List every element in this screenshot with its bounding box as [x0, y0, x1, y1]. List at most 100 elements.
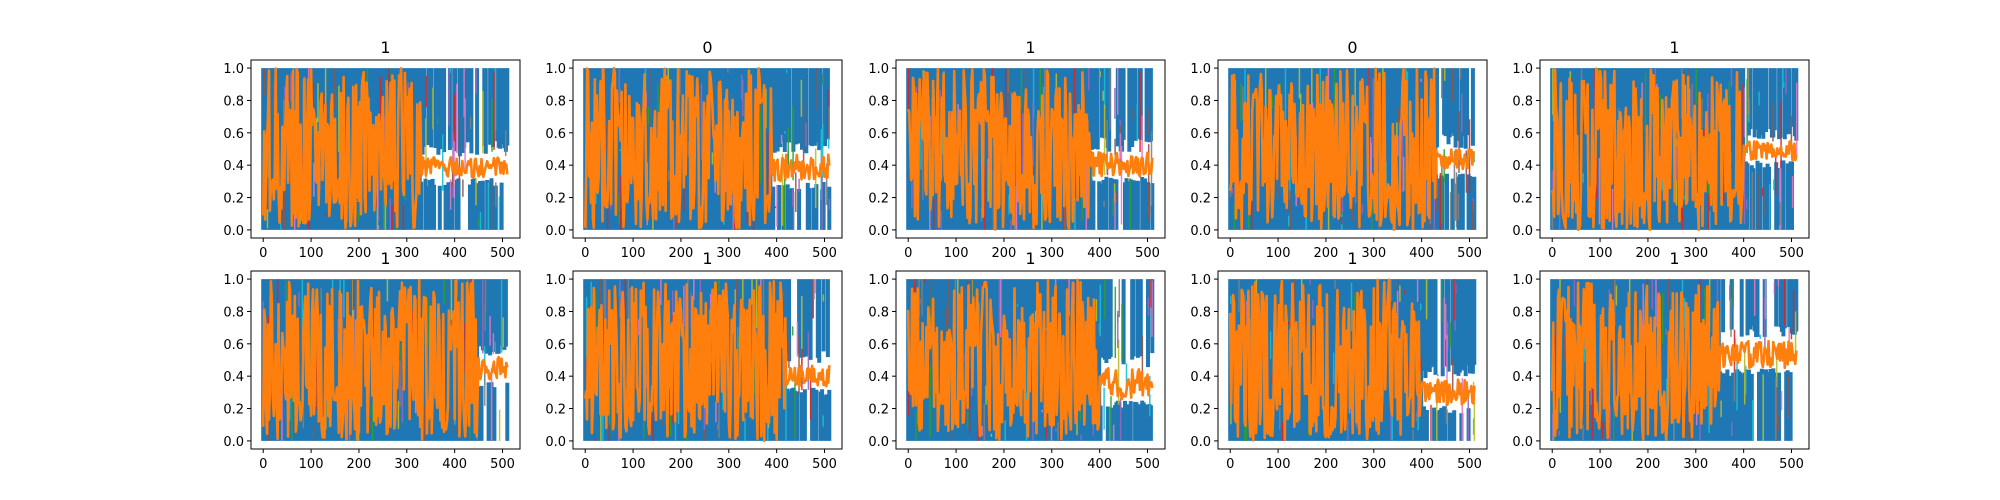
x-tick-label: 200	[992, 246, 1017, 261]
x-tick-label: 0	[904, 246, 912, 261]
x-tick-label: 500	[812, 457, 837, 472]
series-orange-line	[1228, 67, 1476, 231]
y-tick-label: 0.0	[1512, 224, 1533, 239]
y-tick-label: 0.8	[1512, 305, 1533, 320]
x-tick-label: 300	[1683, 457, 1708, 472]
y-tick-label: 0.6	[223, 127, 244, 142]
plot-area	[583, 66, 832, 230]
x-tick-label: 300	[1361, 246, 1386, 261]
x-tick-label: 0	[1548, 457, 1556, 472]
y-tick-label: 0.8	[1190, 305, 1211, 320]
series-orange-line	[1550, 281, 1798, 441]
y-tick-label: 0.8	[868, 94, 889, 109]
x-tick-label: 200	[1314, 457, 1339, 472]
panel-title: 1	[1669, 249, 1679, 268]
x-tick-label: 100	[621, 246, 646, 261]
x-tick-label: 100	[299, 246, 324, 261]
x-tick-label: 400	[1731, 457, 1756, 472]
y-tick-label: 0.0	[868, 435, 889, 450]
y-tick-label: 0.0	[868, 224, 889, 239]
x-tick-label: 200	[347, 246, 372, 261]
x-tick-label: 400	[1087, 457, 1112, 472]
y-tick-label: 1.0	[223, 273, 244, 288]
panel-title: 0	[1347, 38, 1357, 57]
series-orange-line	[906, 278, 1154, 442]
y-tick-label: 0.4	[1190, 370, 1211, 385]
panel-title: 1	[1025, 38, 1035, 57]
y-tick-label: 0.0	[223, 224, 244, 239]
y-tick-label: 0.4	[1512, 159, 1533, 174]
y-tick-label: 1.0	[223, 62, 244, 77]
x-tick-label: 400	[1409, 457, 1434, 472]
x-tick-label: 500	[812, 246, 837, 261]
axes-frame	[250, 59, 521, 239]
chart-panel: 0.0 0.2 0.4 0.6 0.8 1.0 0 100 200 300 400 500 0	[545, 38, 843, 261]
y-tick-label: 0.0	[545, 224, 566, 239]
y-tick-label: 0.6	[223, 338, 244, 353]
x-tick-label: 300	[1683, 246, 1708, 261]
y-tick-label: 1.0	[1512, 62, 1533, 77]
plot-area	[1228, 67, 1477, 231]
panel-title: 1	[380, 249, 390, 268]
x-tick-label: 300	[1039, 246, 1064, 261]
axes-frame	[1539, 270, 1810, 450]
x-tick-label: 400	[442, 246, 467, 261]
axes-frame	[895, 59, 1166, 239]
x-tick-label: 300	[1039, 457, 1064, 472]
panel-title: 1	[1669, 38, 1679, 57]
y-tick-label: 0.2	[1190, 403, 1211, 418]
y-tick-label: 1.0	[1512, 273, 1533, 288]
x-tick-label: 300	[394, 246, 419, 261]
y-tick-label: 0.0	[1512, 435, 1533, 450]
panel-title: 0	[702, 38, 712, 57]
x-tick-label: 400	[1409, 246, 1434, 261]
chart-panel: 0.0 0.2 0.4 0.6 0.8 1.0 0 100 200 300 400 500 0	[1190, 38, 1488, 261]
chart-panel: 0.0 0.2 0.4 0.6 0.8 1.0 0 100 200 300 400 500 1	[1512, 249, 1810, 472]
x-tick-label: 0	[259, 457, 267, 472]
plot-area	[906, 278, 1155, 442]
plot-area	[583, 279, 832, 443]
plot-area	[1550, 67, 1799, 232]
axes-frame	[1539, 59, 1810, 239]
x-tick-label: 200	[669, 457, 694, 472]
y-tick-label: 0.2	[223, 403, 244, 418]
chart-panel: 0.0 0.2 0.4 0.6 0.8 1.0 0 100 200 300 400 500 1	[868, 38, 1166, 261]
x-tick-label: 100	[1588, 457, 1613, 472]
x-tick-label: 300	[1361, 457, 1386, 472]
y-tick-label: 0.4	[868, 159, 889, 174]
y-tick-label: 0.6	[1190, 127, 1211, 142]
y-tick-label: 0.2	[1512, 403, 1533, 418]
x-tick-label: 500	[490, 457, 515, 472]
plot-area	[261, 67, 510, 230]
panel-title: 1	[1347, 249, 1357, 268]
y-tick-label: 1.0	[545, 62, 566, 77]
x-tick-label: 500	[1779, 246, 1804, 261]
x-tick-label: 500	[1779, 457, 1804, 472]
y-tick-label: 0.6	[545, 338, 566, 353]
series-orange-line	[906, 67, 1154, 231]
y-tick-label: 0.0	[545, 435, 566, 450]
x-tick-label: 500	[490, 246, 515, 261]
y-tick-label: 0.6	[1190, 338, 1211, 353]
x-tick-label: 400	[1731, 246, 1756, 261]
x-tick-label: 0	[1226, 246, 1234, 261]
x-tick-label: 300	[394, 457, 419, 472]
y-tick-label: 0.4	[545, 370, 566, 385]
x-tick-label: 400	[764, 457, 789, 472]
series-orange-line	[261, 67, 509, 230]
plot-area	[1228, 278, 1477, 442]
x-tick-label: 100	[621, 457, 646, 472]
y-tick-label: 0.8	[545, 305, 566, 320]
y-tick-label: 0.2	[223, 192, 244, 207]
y-tick-label: 0.6	[868, 127, 889, 142]
x-tick-label: 300	[716, 246, 741, 261]
x-tick-label: 200	[1636, 457, 1661, 472]
x-tick-label: 0	[581, 246, 589, 261]
chart-panel: 0.0 0.2 0.4 0.6 0.8 1.0 0 100 200 300 400 500 1	[545, 249, 843, 472]
plot-area	[261, 278, 510, 441]
y-tick-label: 0.4	[545, 159, 566, 174]
plot-area	[906, 67, 1155, 231]
chart-panel: 0.0 0.2 0.4 0.6 0.8 1.0 0 100 200 300 400 500 1	[223, 38, 521, 261]
x-tick-label: 200	[669, 246, 694, 261]
x-tick-label: 0	[1226, 457, 1234, 472]
